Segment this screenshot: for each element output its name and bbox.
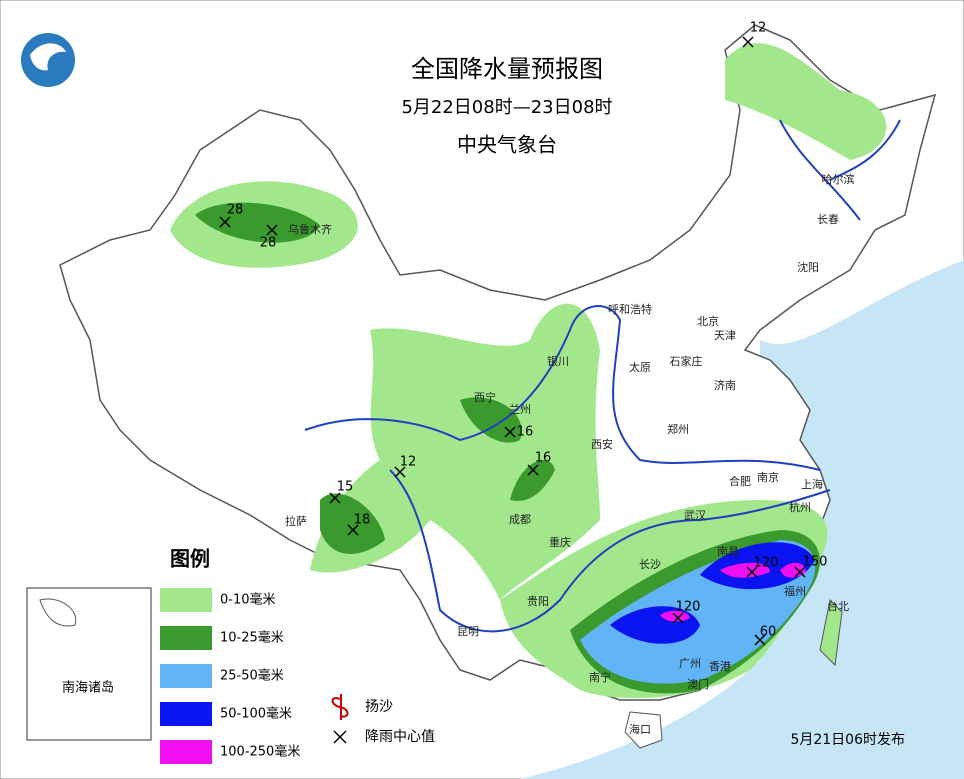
rain-center-mark	[219, 216, 231, 228]
rain-center-mark	[266, 224, 278, 236]
legend-label: 100-250毫米	[220, 744, 300, 760]
legend-swatch	[160, 740, 212, 764]
rain-area	[195, 202, 320, 243]
issue-time: 5月21日06时发布	[790, 732, 905, 748]
legend-swatch	[160, 664, 212, 688]
rain-area	[725, 43, 887, 160]
city-label: 南昌	[717, 545, 739, 558]
legend-label: 25-50毫米	[220, 668, 284, 684]
title: 全国降水量预报图	[411, 55, 603, 83]
rain-center-value: 28	[260, 236, 277, 251]
period: 5月22日08时—23日08时	[401, 97, 612, 118]
rain-center-value: 150	[803, 555, 828, 570]
rain-area	[320, 397, 555, 554]
rain-center-value: 28	[227, 203, 244, 218]
city-label: 海口	[629, 722, 651, 736]
city-label: 澳门	[687, 677, 709, 691]
city-label: 北京	[697, 314, 719, 328]
rain-center-mark	[394, 466, 406, 478]
city-label: 哈尔滨	[822, 172, 855, 186]
rain-center-value: 12	[400, 455, 417, 470]
rain-center-value: 16	[535, 451, 552, 466]
legend-label: 0-10毫米	[220, 592, 276, 608]
city-label: 乌鲁木齐	[288, 222, 332, 236]
city-label: 拉萨	[285, 514, 307, 528]
legend-swatch	[160, 702, 212, 726]
rain-center-mark	[754, 634, 766, 646]
inset-label: 南海诸岛	[62, 680, 114, 696]
city-label: 呼和浩特	[608, 302, 652, 316]
yangtze-river	[389, 469, 831, 633]
rain-center-value: 12	[750, 21, 767, 36]
rain-center-mark	[347, 524, 359, 536]
city-label: 济南	[714, 378, 736, 392]
city-label: 沈阳	[797, 260, 819, 274]
taiwan	[819, 598, 843, 667]
hainan	[624, 711, 663, 749]
city-label: 太原	[629, 361, 651, 374]
city-label: 银川	[547, 354, 569, 368]
rain-center-mark	[742, 36, 754, 48]
rain-center-value: 120	[676, 600, 701, 615]
legend-symbol-label: 降雨中心值	[365, 729, 435, 745]
center-symbol	[333, 730, 347, 744]
rain-center-mark	[527, 464, 539, 476]
city-label: 昆明	[457, 625, 479, 638]
rain-center-mark	[672, 612, 684, 624]
rain-areas	[170, 43, 887, 699]
city-label: 台北	[827, 599, 849, 613]
rain-center-value: 16	[517, 425, 534, 440]
rain-area	[660, 562, 806, 622]
legend-label: 50-100毫米	[220, 706, 292, 722]
city-label: 长春	[817, 213, 839, 226]
rivers	[304, 119, 901, 633]
city-label: 西宁	[474, 390, 496, 404]
city-label: 石家庄	[670, 354, 703, 368]
legend-title: 图例	[170, 547, 210, 571]
city-label: 重庆	[549, 535, 571, 549]
city-label: 西安	[591, 437, 613, 451]
rain-center-mark	[504, 426, 516, 438]
city-label: 贵阳	[527, 595, 549, 608]
rain-center-value: 60	[760, 625, 777, 640]
city-label: 天津	[714, 329, 736, 342]
city-label: 杭州	[789, 500, 811, 514]
legend-swatch	[160, 626, 212, 650]
city-label: 武汉	[684, 509, 706, 522]
city-label: 合肥	[729, 474, 751, 488]
rain-center-value: 15	[337, 480, 354, 495]
inset: 南海诸岛	[26, 587, 152, 741]
legend-swatch	[160, 588, 212, 612]
sand-symbol	[331, 694, 349, 720]
rain-center-mark	[794, 566, 806, 578]
issuer: 中央气象台	[457, 133, 557, 157]
city-label: 上海	[801, 477, 823, 491]
inset-land	[39, 598, 77, 627]
sea	[520, 260, 964, 779]
logo-mark	[30, 43, 66, 71]
songhua-river	[779, 119, 901, 221]
rain-area	[310, 303, 600, 600]
city-label: 南宁	[589, 670, 611, 684]
yellow-river	[304, 305, 821, 471]
rain-center-mark	[329, 492, 341, 504]
city-label: 南京	[757, 470, 779, 484]
legend-symbol-label: 扬沙	[365, 699, 393, 715]
city-label: 成都	[509, 513, 531, 526]
city-label: 郑州	[667, 422, 689, 436]
legend-label: 10-25毫米	[220, 630, 284, 646]
rain-center-value: 120	[754, 556, 779, 571]
logo	[21, 33, 75, 87]
rain-center-value: 18	[354, 513, 371, 528]
city-label: 福州	[784, 584, 806, 598]
city-label: 香港	[709, 660, 731, 673]
city-label: 长沙	[639, 558, 661, 571]
city-label: 兰州	[509, 403, 531, 416]
rain-center-mark	[746, 566, 758, 578]
city-label: 广州	[679, 657, 701, 670]
